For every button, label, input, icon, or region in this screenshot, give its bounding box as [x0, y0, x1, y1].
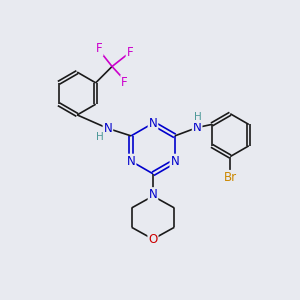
Text: Br: Br [224, 171, 237, 184]
Text: F: F [127, 46, 133, 59]
Text: F: F [96, 42, 103, 55]
Text: N: N [103, 122, 112, 135]
Text: F: F [121, 76, 128, 89]
Text: H: H [96, 132, 104, 142]
Text: N: N [193, 121, 202, 134]
Text: H: H [194, 112, 202, 122]
Text: N: N [127, 154, 136, 168]
Text: O: O [148, 233, 158, 246]
Text: N: N [170, 154, 179, 168]
Text: N: N [148, 117, 157, 130]
Text: N: N [148, 188, 157, 201]
